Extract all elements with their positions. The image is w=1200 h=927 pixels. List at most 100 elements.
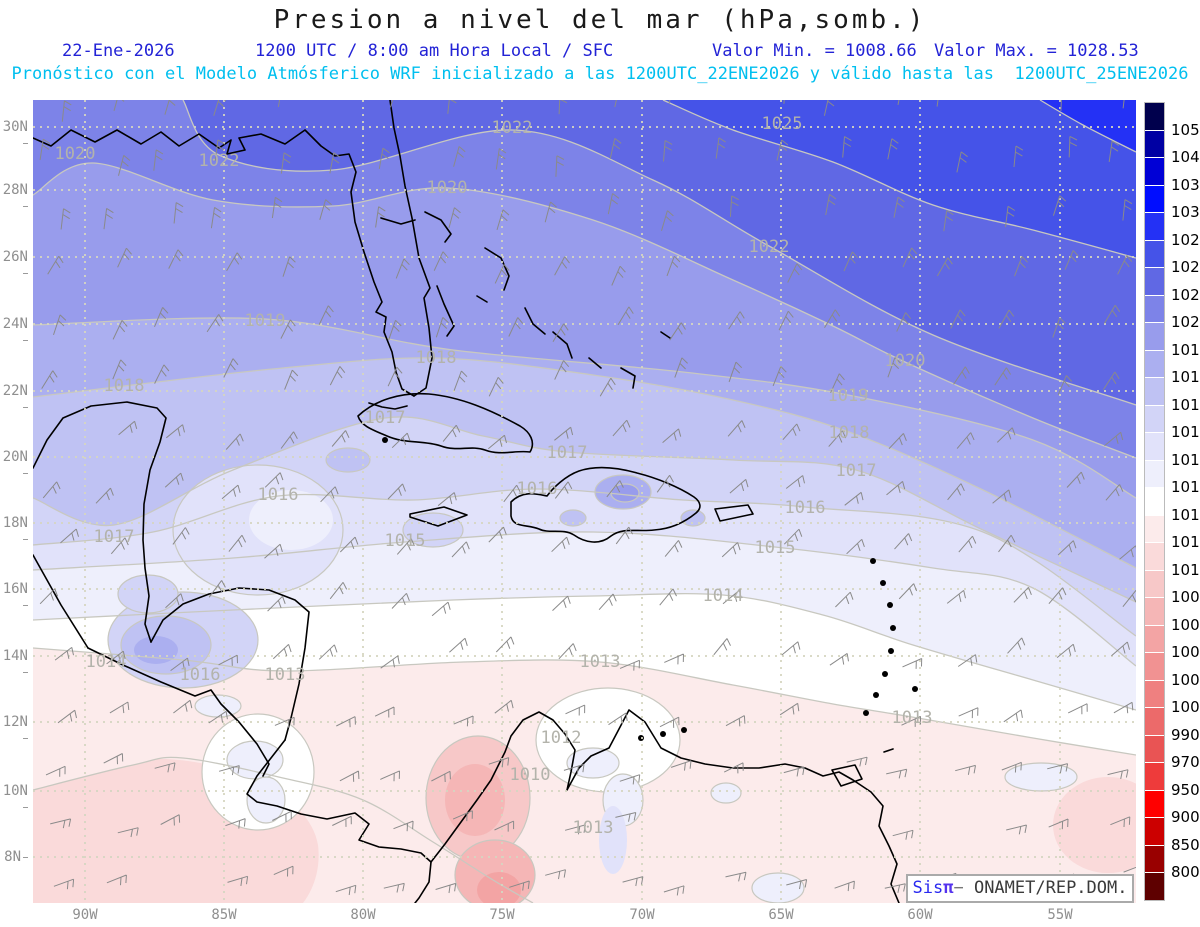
colorbar-tick-label: 1035 (1171, 175, 1200, 194)
colorbar-tick-label: 1000 (1171, 698, 1200, 716)
colorbar-segment (1145, 625, 1164, 653)
colorbar-tick-label: 1014 (1171, 478, 1200, 496)
isobar-label: 1012 (541, 728, 582, 748)
colorbar-segment (1145, 433, 1164, 461)
isobar-label: 1014 (86, 652, 127, 672)
isobar-label: 1020 (55, 144, 96, 164)
valid-time-label: 1200 UTC / 8:00 am Hora Local / SFC (255, 41, 614, 61)
colorbar-tick-label: 1030 (1171, 203, 1200, 221)
isobar-value-labels: 1020 1022 1022 1020 1025 1022 1019 1018 1018 1020… (55, 114, 933, 838)
colorbar-segment (1145, 488, 1164, 516)
colorbar-segment (1145, 405, 1164, 433)
isobar-label: 1025 (762, 114, 803, 134)
isobar-label: 1015 (385, 531, 426, 551)
colorbar-tick-label: 1010 (1171, 560, 1200, 579)
lat-tick-label: 24N (0, 316, 28, 332)
colorbar-segment (1145, 103, 1164, 131)
colorbar-tick-label: 1020 (1171, 313, 1200, 331)
colorbar-tick-label: 1013 (1171, 505, 1200, 524)
colorbar-segment (1145, 543, 1164, 571)
isobar-label: 1016 (258, 485, 299, 505)
latlon-grid (33, 100, 1136, 903)
colorbar-segment (1145, 158, 1164, 186)
colorbar-segment (1145, 680, 1164, 708)
credit-box: Sisπ− ONAMET/REP.DOM. (906, 874, 1134, 903)
isobar-label: 1013 (573, 818, 614, 838)
colorbar-tick-label: 850 (1171, 835, 1200, 854)
pressure-map-canvas: 1020 1022 1022 1020 1025 1022 1019 1018 1018 1020… (13, 80, 1163, 911)
isobar-label: 1018 (104, 376, 145, 396)
isobar-label: 1016 (785, 498, 826, 518)
max-value-label: Valor Max. = 1028.53 (934, 41, 1139, 61)
lat-tick-label: 26N (0, 249, 28, 265)
colorbar-segment (1145, 213, 1164, 241)
isobar-lines (32, 99, 1137, 904)
lat-tick-label: 14N (0, 648, 28, 664)
isobar-label: 1019 (245, 311, 286, 331)
lat-tick-label: 20N (0, 449, 28, 465)
colorbar-tick-label: 950 (1171, 780, 1200, 799)
colorbar-tick-label: 1016 (1171, 423, 1200, 441)
colorbar-segment (1145, 818, 1164, 846)
isobar-label: 1013 (892, 708, 933, 728)
header-info-row: 22-Ene-2026 1200 UTC / 8:00 am Hora Loca… (0, 41, 1200, 61)
colorbar-tick-label: 1015 (1171, 450, 1200, 469)
colorbar-tick-label: 1025 (1171, 258, 1200, 276)
colorbar-tick-label: 1002 (1171, 670, 1200, 689)
lon-tick-label: 90W (72, 907, 98, 923)
forecast-subtitle: Pronóstico con el Modelo Atmósferico WRF… (11, 64, 1189, 84)
colorbar-segment (1145, 570, 1164, 598)
lon-tick-label: 70W (629, 907, 655, 923)
colorbar-segment (1145, 763, 1164, 791)
run-date-label: 22-Ene-2026 (62, 41, 175, 61)
sispi-brand: Sis (912, 878, 944, 898)
isobar-label: 1020 (885, 351, 926, 371)
colorbar-segment (1145, 790, 1164, 818)
isobar-label: 1017 (94, 527, 135, 547)
colorbar-segment (1145, 708, 1164, 736)
colorbar-segment (1145, 323, 1164, 351)
onamet-credit: ONAMET/REP.DOM. (973, 878, 1128, 898)
isobar-label: 1010 (510, 765, 551, 785)
colorbar-segment (1145, 378, 1164, 406)
colorbar-segment (1145, 130, 1164, 158)
credit-separator: − (953, 878, 974, 898)
isobar-label: 1018 (416, 348, 457, 368)
colorbar-tick-label: 1008 (1171, 588, 1200, 606)
colorbar-tick-label: 1017 (1171, 395, 1200, 414)
isobar-label: 1017 (836, 461, 877, 481)
colorbar-tick-label: 1012 (1171, 533, 1200, 551)
isobar-label: 1018 (829, 423, 870, 443)
lon-tick-label: 60W (907, 907, 933, 923)
lat-tick-label: 8N (0, 849, 28, 865)
min-value-label: Valor Min. = 1008.66 (712, 41, 917, 61)
lat-tick-label: 10N (0, 783, 28, 799)
isobar-label: 1020 (427, 178, 468, 198)
colorbar-segment (1145, 350, 1164, 378)
isobar-label: 1022 (749, 237, 790, 257)
colorbar-tick-label: 1040 (1171, 148, 1200, 166)
lon-tick-label: 55W (1047, 907, 1073, 923)
colorbar-segment (1145, 735, 1164, 763)
colorbar-tick-label: 1006 (1171, 615, 1200, 634)
colorbar-tick-label: 1050 (1171, 120, 1200, 139)
colorbar-tick-label: 1004 (1171, 643, 1200, 661)
isobar-label: 1017 (365, 408, 406, 428)
isobar-label: 1016 (180, 665, 221, 685)
page-title: Presion a nivel del mar (hPa,somb.) (273, 5, 927, 35)
lat-tick-label: 22N (0, 383, 28, 399)
colorbar-tick-label: 1019 (1171, 340, 1200, 359)
lon-tick-label: 85W (211, 907, 237, 923)
lat-tick-label: 12N (0, 714, 28, 730)
colorbar-tick-label: 800 (1171, 863, 1200, 881)
isobar-label: 1019 (828, 386, 869, 406)
pressure-map-svg: 1020 1022 1022 1020 1025 1022 1019 1018 1018 1020… (13, 80, 1163, 911)
colorbar-segment (1145, 515, 1164, 543)
isobar-label: 1013 (580, 652, 621, 672)
isobar-label: 1013 (265, 665, 306, 685)
isobar-label: 1015 (755, 538, 796, 558)
colorbar-tick-label: 970 (1171, 753, 1200, 771)
lon-tick-label: 75W (489, 907, 515, 923)
colorbar-tick-label: 900 (1171, 808, 1200, 826)
